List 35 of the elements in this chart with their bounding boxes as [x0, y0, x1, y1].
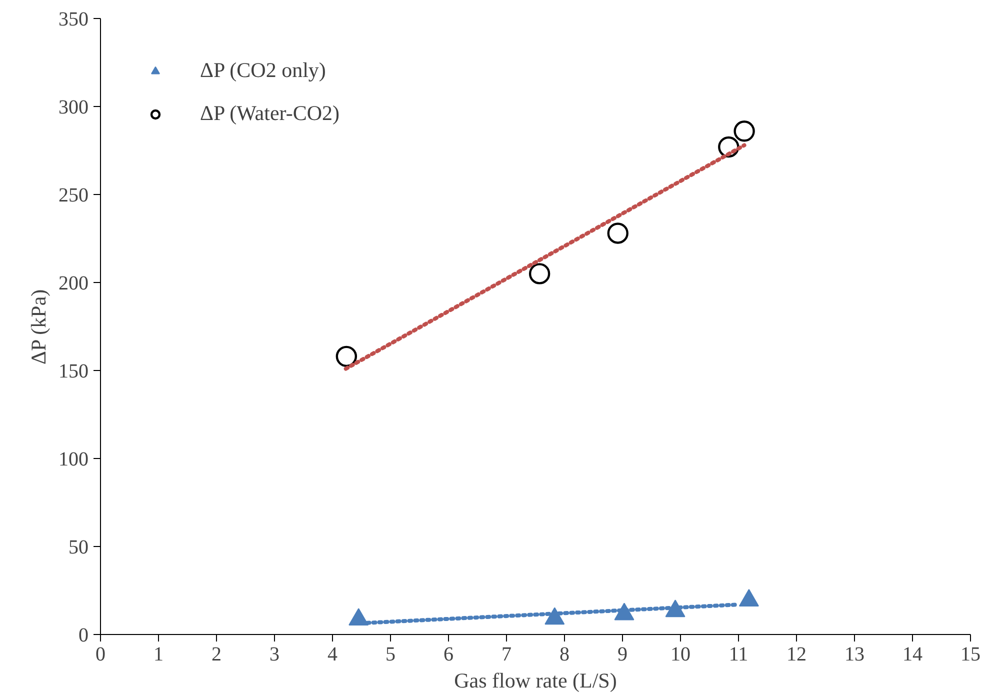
- x-tick-label: 11: [728, 644, 748, 666]
- y-tick-label: 250: [58, 184, 88, 206]
- x-tick-label: 2: [212, 644, 222, 666]
- x-axis-title: Gas flow rate (L/S): [454, 668, 617, 692]
- x-tick-label: 6: [444, 644, 454, 666]
- x-tick-label: 7: [502, 644, 512, 666]
- y-axis-title: ΔP (kPa): [26, 289, 50, 364]
- x-tick-label: 0: [96, 644, 106, 666]
- y-tick-label: 200: [58, 272, 88, 294]
- x-tick-label: 4: [328, 644, 338, 666]
- y-tick-label: 50: [68, 536, 88, 558]
- point: [607, 222, 628, 244]
- legend-label: ΔP (Water-CO2): [200, 101, 340, 126]
- x-tick-label: 10: [670, 644, 690, 666]
- x-tick-label: 8: [560, 644, 570, 666]
- point: [718, 136, 740, 158]
- legend-label: ΔP (CO2 only): [200, 58, 326, 83]
- x-tick-label: 14: [902, 644, 922, 666]
- x-tick-label: 3: [270, 644, 280, 666]
- point: [348, 608, 369, 626]
- y-tick-label: 150: [58, 360, 88, 382]
- y-tick-label: 0: [78, 624, 88, 646]
- point: [734, 120, 755, 142]
- x-tick-label: 12: [786, 644, 806, 666]
- x-tick-label: 9: [618, 644, 628, 666]
- point: [336, 346, 358, 367]
- x-tick-label: 1: [154, 644, 164, 666]
- point: [528, 263, 550, 284]
- x-tick-label: 15: [960, 644, 980, 666]
- y-tick-label: 300: [58, 96, 88, 118]
- y-tick-label: 100: [58, 448, 88, 470]
- y-tick-label: 350: [58, 8, 88, 30]
- point: [738, 589, 759, 607]
- x-tick-label: 5: [386, 644, 396, 666]
- x-tick-label: 13: [844, 644, 864, 666]
